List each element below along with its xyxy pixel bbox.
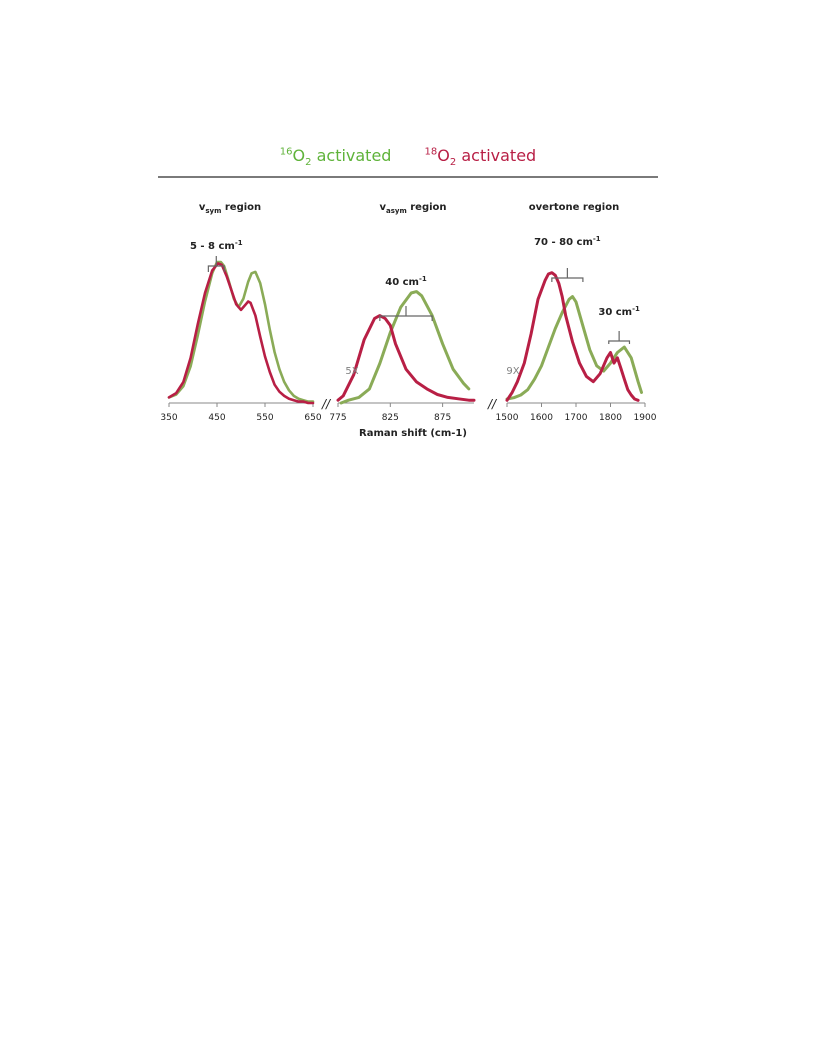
axis-break-mark-2: // <box>487 397 498 411</box>
x-tick-label-775: 775 <box>329 413 346 423</box>
x-tick-label-650: 650 <box>304 413 321 423</box>
x-tick-label-350: 350 <box>160 413 177 423</box>
legend-entry-16o2: 16O2 activated <box>280 146 392 168</box>
series-line-o16-panel-2 <box>339 290 471 405</box>
annotation-bracket-panel-3-1 <box>551 268 584 282</box>
legend-16-sub: 2 <box>305 157 312 169</box>
panel-title-1: vsym region <box>199 202 261 215</box>
annotation-bracket-panel-3-2 <box>608 331 631 344</box>
legend-16-sup: 16 <box>279 146 293 158</box>
legend-divider <box>158 176 658 178</box>
legend-18-base: O <box>437 146 450 165</box>
x-tick-label-1900: 1900 <box>634 413 657 423</box>
x-tick-label-550: 550 <box>256 413 273 423</box>
x-tick-label-450: 450 <box>208 413 225 423</box>
annotation-text-panel-3-2: 30 cm-1 <box>598 305 640 318</box>
legend-16-rest: activated <box>311 146 392 165</box>
x-axis-label: Raman shift (cm-1) <box>359 428 467 439</box>
x-tick-label-1500: 1500 <box>496 413 519 423</box>
x-tick-label-1700: 1700 <box>565 413 588 423</box>
scale-label-panel-3: 9X <box>506 366 519 377</box>
series-line-o18-panel-2 <box>336 314 476 402</box>
legend-18-sup: 18 <box>424 146 438 158</box>
x-tick-label-1800: 1800 <box>599 413 622 423</box>
series-line-o18-panel-1 <box>167 262 315 405</box>
panel-title-3: overtone region <box>529 202 619 213</box>
annotation-text-panel-1: 5 - 8 cm-1 <box>190 239 243 252</box>
annotation-text-panel-2: 40 cm-1 <box>385 275 427 288</box>
x-tick-label-875: 875 <box>434 413 451 423</box>
axis-break-mark-1: // <box>321 397 332 411</box>
legend-18-sub: 2 <box>449 157 457 169</box>
x-tick-label-1600: 1600 <box>530 413 553 423</box>
annotation-bracket-panel-2 <box>379 306 433 321</box>
scale-label-panel-2: 5X <box>345 366 358 377</box>
legend: 16O2 activated 18O2 activated <box>0 146 816 168</box>
annotation-bracket-panel-1 <box>207 256 225 272</box>
series-line-o18-panel-3 <box>505 271 640 402</box>
annotation-text-panel-3-1: 70 - 80 cm-1 <box>534 235 601 248</box>
legend-entry-18o2: 18O2 activated <box>425 146 537 168</box>
panel-title-2: vasym region <box>379 202 446 215</box>
x-tick-label-825: 825 <box>382 413 399 423</box>
legend-16-base: O <box>292 146 306 165</box>
series-line-o16-panel-1 <box>167 260 315 403</box>
series-line-o16-panel-3 <box>505 295 643 401</box>
legend-18-rest: activated <box>456 146 537 165</box>
